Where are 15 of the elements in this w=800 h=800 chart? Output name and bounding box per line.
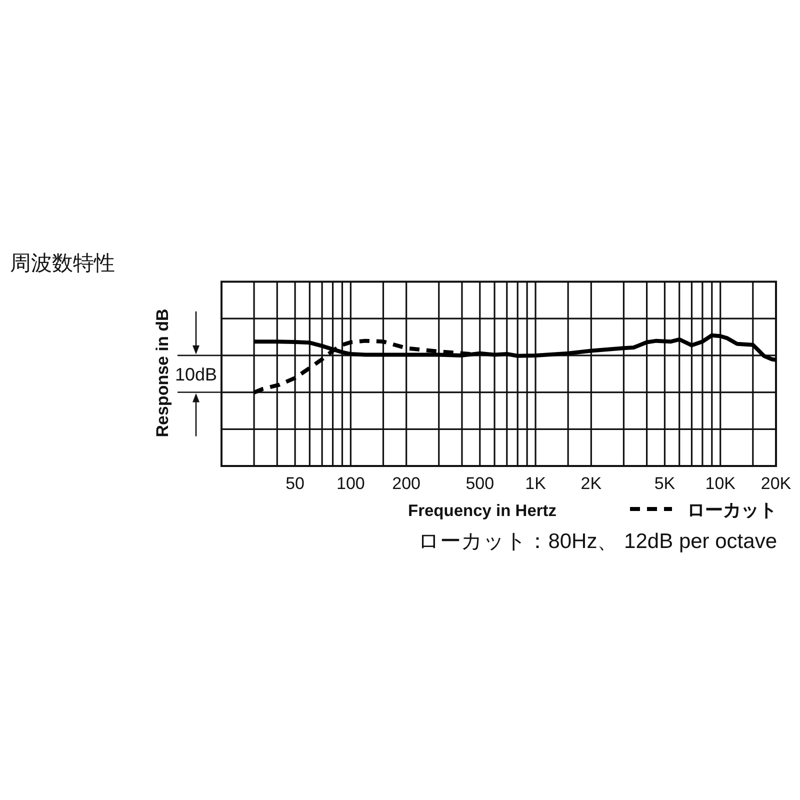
y-axis-title: Response in dB xyxy=(153,308,172,438)
x-tick-label: 200 xyxy=(392,474,421,493)
x-tick-label: 10K xyxy=(705,474,736,493)
x-tick-label: 50 xyxy=(286,474,305,493)
x-tick-label: 5K xyxy=(654,474,676,493)
x-tick-label: 100 xyxy=(336,474,365,493)
x-tick-label: 1K xyxy=(525,474,547,493)
x-tick-label: 500 xyxy=(466,474,494,493)
chart-title: 周波数特性 xyxy=(10,252,115,275)
x-tick-label: 20K xyxy=(760,474,792,493)
text: 10dB xyxy=(174,364,218,384)
x-axis-title: Frequency in Hertz xyxy=(408,502,557,520)
legend-label: ローカット xyxy=(687,500,777,520)
text: ローカット：80Hz、 12dB per octave xyxy=(418,530,777,553)
x-tick-label: 2K xyxy=(580,474,602,493)
